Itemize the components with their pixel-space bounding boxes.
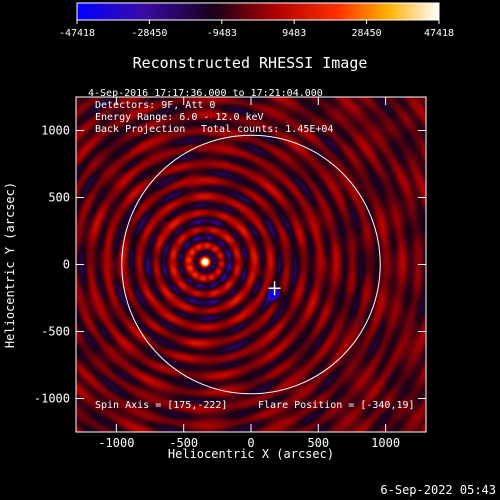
x-tick-label: 1000 <box>371 436 400 450</box>
y-tick-label: -500 <box>41 325 70 339</box>
footer-timestamp: 6-Sep-2022 05:43 <box>380 483 496 497</box>
x-axis-ticks: -1000 -500 0 500 1000 <box>98 97 400 450</box>
x-tick-label: 0 <box>247 436 254 450</box>
y-tick-label: 0 <box>63 258 70 272</box>
colorbar-tick-label: -47418 <box>59 28 95 39</box>
colorbar-tick-label: -9483 <box>207 28 237 39</box>
annotation-spin-axis: Spin Axis = [175,-222] <box>95 400 227 411</box>
colorbar-ticks: -47418 -28450 -9483 9483 28450 47418 <box>59 20 454 39</box>
y-axis-ticks: -1000 -500 0 500 1000 <box>34 124 426 406</box>
colorbar <box>76 2 440 21</box>
colorbar-tick-label: 28450 <box>352 28 382 39</box>
annotation-energy-range: Energy Range: 6.0 - 12.0 keV <box>95 112 264 123</box>
annotation-detectors: Detectors: 9F, Att 0 <box>95 100 215 111</box>
y-axis-label: Heliocentric Y (arcsec) <box>3 182 17 348</box>
y-tick-label: -1000 <box>34 392 70 406</box>
y-tick-label: 500 <box>48 191 70 205</box>
colorbar-tick-label: 47418 <box>424 28 454 39</box>
y-tick-label: 1000 <box>41 124 70 138</box>
solar-disk-outline <box>121 134 381 395</box>
x-tick-label: 500 <box>307 436 329 450</box>
x-axis-label: Heliocentric X (arcsec) <box>168 447 334 461</box>
heatmap-image <box>76 97 426 432</box>
chart-title: Reconstructed RHESSI Image <box>133 54 368 72</box>
annotation-method: Back Projection <box>95 124 185 135</box>
x-tick-label: -500 <box>169 436 198 450</box>
x-tick-label: -1000 <box>98 436 134 450</box>
colorbar-tick-label: -28450 <box>131 28 167 39</box>
spin-axis-marker <box>268 281 281 296</box>
annotation-flare-position: Flare Position = [-340,19] <box>258 400 415 411</box>
annotation-total-counts: Total counts: 1.45E+04 <box>201 124 333 135</box>
colorbar-tick-label: 9483 <box>282 28 306 39</box>
annotation-time-range: 4-Sep-2016 17:17:36.000 to 17:21:04.000 <box>88 88 323 99</box>
